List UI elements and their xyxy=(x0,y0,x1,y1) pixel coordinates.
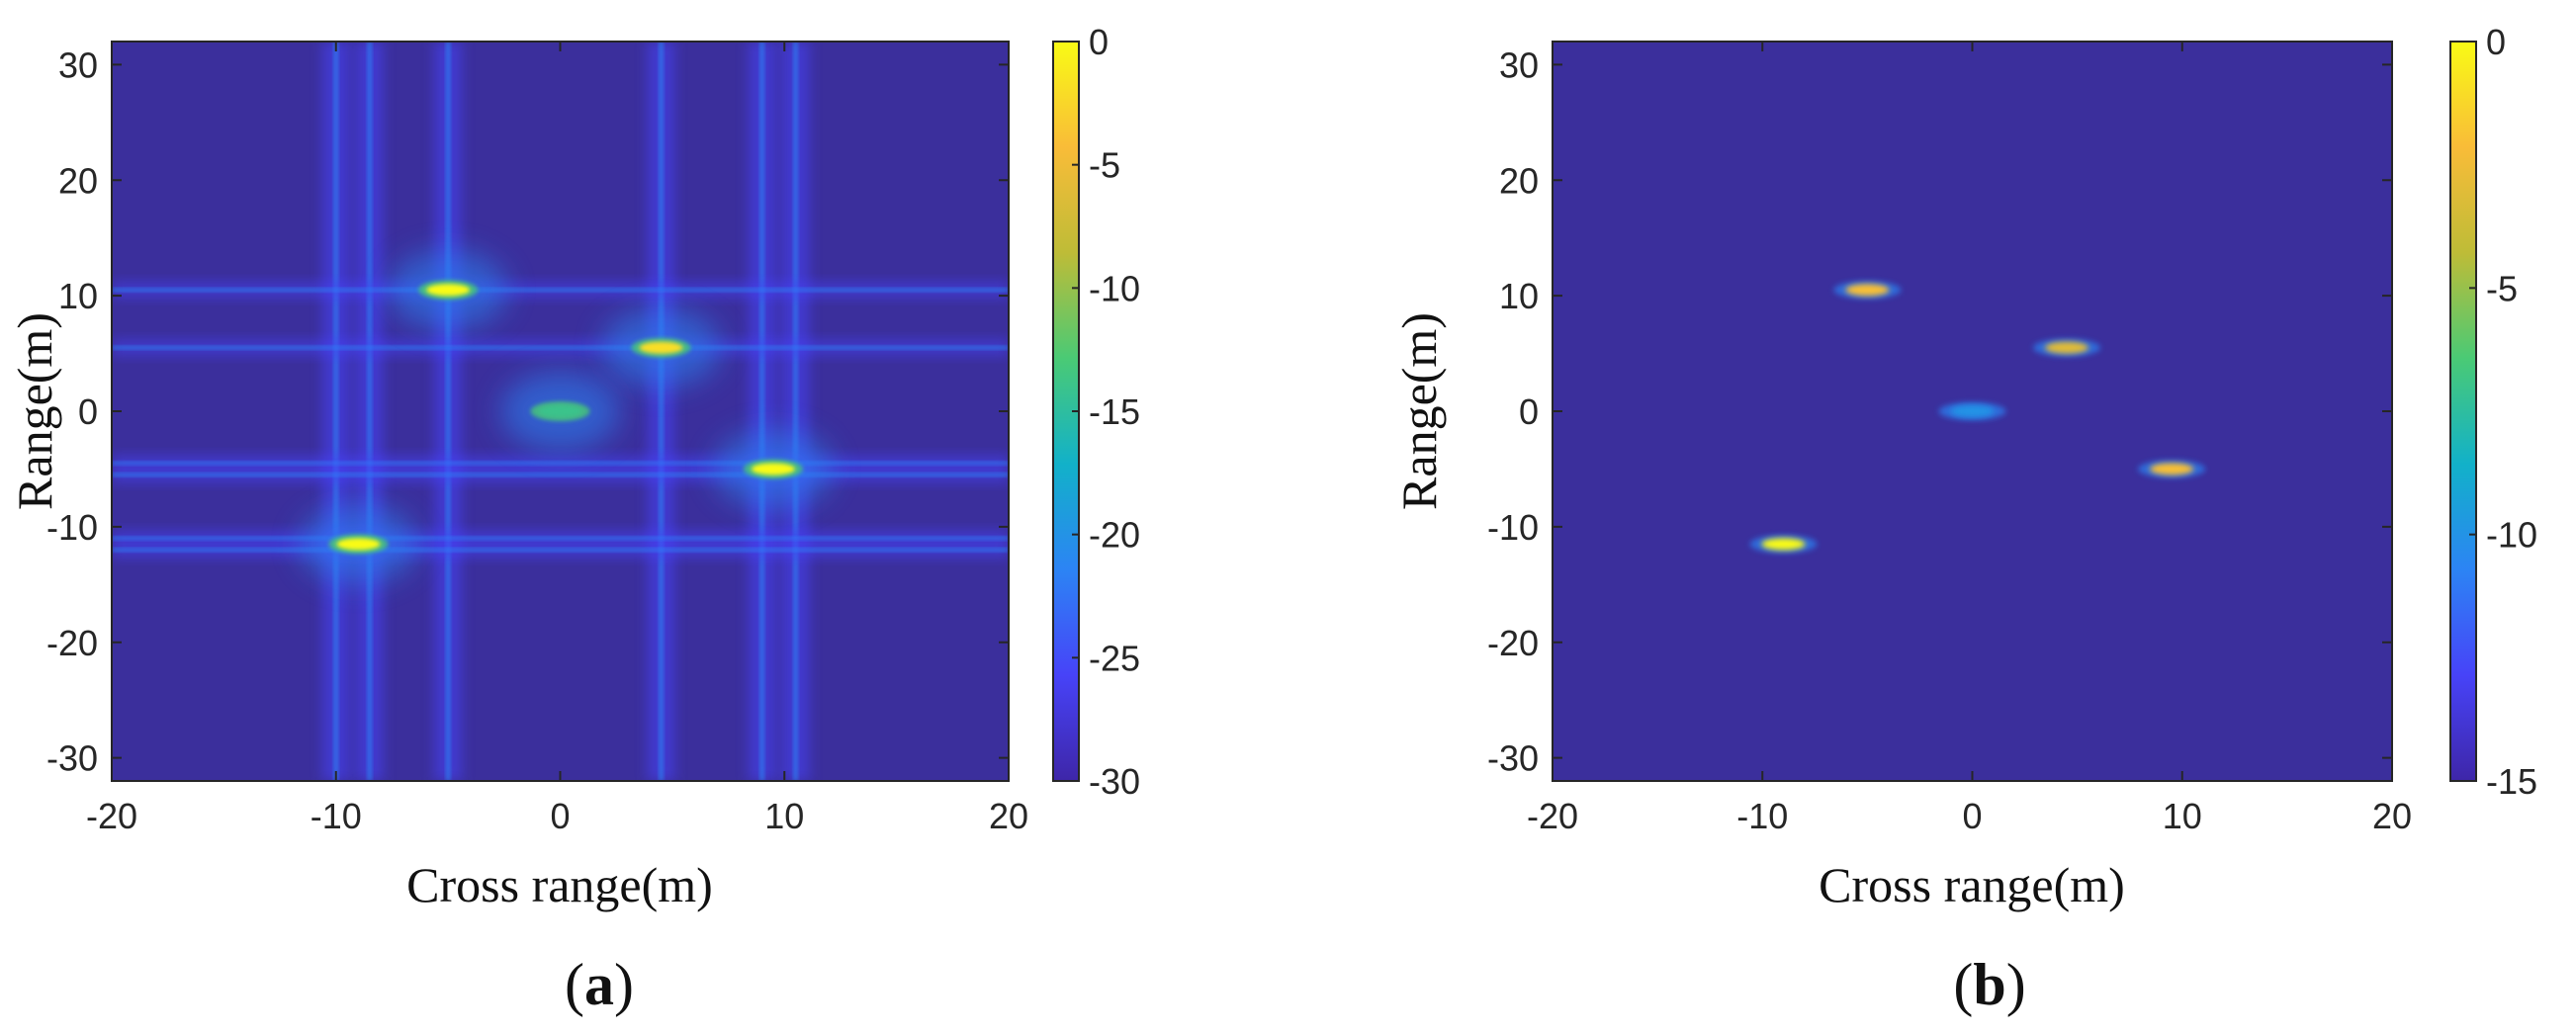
x-tick-label: 10 xyxy=(764,796,804,836)
colorbar-tick-label: -5 xyxy=(1089,145,1120,186)
y-tick-label: 10 xyxy=(58,276,98,316)
sidelobe-horizontal-line xyxy=(112,467,1009,483)
sidelobe-vertical-line xyxy=(434,42,463,781)
colorbar-tick-label: -20 xyxy=(1089,515,1140,556)
y-ticks-a: -30 -20 -10 0 10 20 30 xyxy=(46,44,1009,779)
y-tick-label: 0 xyxy=(1519,391,1539,432)
x-axis-label-a: Cross range(m) xyxy=(406,857,713,912)
target-point xyxy=(2033,338,2101,357)
colorbar-tick-label: 0 xyxy=(2486,22,2506,62)
x-tick-label: -10 xyxy=(311,796,362,836)
panel-label-b: (b) xyxy=(1953,952,2025,1017)
y-tick-label: 20 xyxy=(58,160,98,201)
x-tick-label: 20 xyxy=(989,796,1028,836)
colorbar-ticks-b: 0 -5 -10 -15 xyxy=(2469,22,2537,802)
colorbar-tick-label: -25 xyxy=(1089,638,1140,678)
y-tick-label: -30 xyxy=(1487,738,1539,779)
y-tick-label: -10 xyxy=(1487,507,1539,548)
panel-label-a: (a) xyxy=(565,952,634,1017)
x-ticks-a: -20 -10 0 10 20 xyxy=(86,42,1028,836)
x-axis-label-b: Cross range(m) xyxy=(1819,857,2125,912)
y-tick-label: -30 xyxy=(46,738,98,779)
sidelobe-vertical-line xyxy=(355,42,384,781)
colorbar-ticks-a: 0 -5 -10 -15 -20 -25 -30 xyxy=(1072,22,1140,802)
colorbar-tick-label: -10 xyxy=(1089,268,1140,308)
target-point xyxy=(389,250,508,330)
y-tick-label: 10 xyxy=(1499,276,1539,316)
x-tick-label: 0 xyxy=(550,796,570,836)
x-tick-label: -20 xyxy=(1527,796,1578,836)
target-point xyxy=(713,429,833,509)
sidelobe-vertical-line xyxy=(748,42,776,781)
y-axis-label-b: Range(m) xyxy=(1391,312,1447,510)
colorbar-tick-label: -30 xyxy=(1089,761,1140,802)
colorbar-tick-label: -5 xyxy=(2486,268,2518,308)
panel-a: -20 -10 0 10 20 -30 -20 -10 0 10 20 30 Cross range… xyxy=(7,22,1140,1017)
x-tick-label: 20 xyxy=(2372,796,2412,836)
y-ticks-b: -30 -20 -10 0 10 20 30 xyxy=(1487,44,2392,779)
target-point xyxy=(1833,281,1902,300)
x-tick-label: 10 xyxy=(2163,796,2202,836)
sidelobe-horizontal-line xyxy=(112,282,1009,299)
panel-b: -20 -10 0 10 20 -30 -20 -10 0 10 20 30 Cross range… xyxy=(1391,22,2537,1017)
heatmap-marks-a xyxy=(112,42,1009,781)
x-tick-label: 0 xyxy=(1962,796,1982,836)
sidelobe-vertical-line xyxy=(647,42,675,781)
sidelobe-vertical-line xyxy=(781,42,810,781)
target-point xyxy=(601,307,721,388)
colorbar-tick-label: -10 xyxy=(2486,515,2537,556)
target-point xyxy=(1938,402,2006,420)
x-tick-label: -10 xyxy=(1736,796,1788,836)
colorbar-tick-label: -15 xyxy=(1089,391,1140,432)
y-axis-label-a: Range(m) xyxy=(7,312,62,510)
y-tick-label: 20 xyxy=(1499,160,1539,201)
x-ticks-b: -20 -10 0 10 20 xyxy=(1527,42,2412,836)
y-tick-label: -20 xyxy=(46,623,98,663)
y-tick-label: -20 xyxy=(1487,623,1539,663)
x-tick-label: -20 xyxy=(86,796,137,836)
colorbar-tick-label: -15 xyxy=(2486,761,2537,802)
y-tick-label: 30 xyxy=(1499,44,1539,85)
colorbar-tick-label: 0 xyxy=(1089,22,1109,62)
colorbar-b xyxy=(2449,41,2477,782)
sidelobe-horizontal-line xyxy=(112,339,1009,356)
target-point xyxy=(500,372,620,451)
y-tick-label: -10 xyxy=(46,507,98,548)
target-point xyxy=(2138,460,2206,478)
sidelobe-horizontal-line xyxy=(112,542,1009,559)
heatmap-marks-b xyxy=(1749,281,2206,554)
y-tick-label: 0 xyxy=(78,391,98,432)
y-tick-label: 30 xyxy=(58,44,98,85)
sidelobe-vertical-line xyxy=(321,42,350,781)
target-point xyxy=(1749,535,1818,554)
target-point xyxy=(299,504,418,584)
